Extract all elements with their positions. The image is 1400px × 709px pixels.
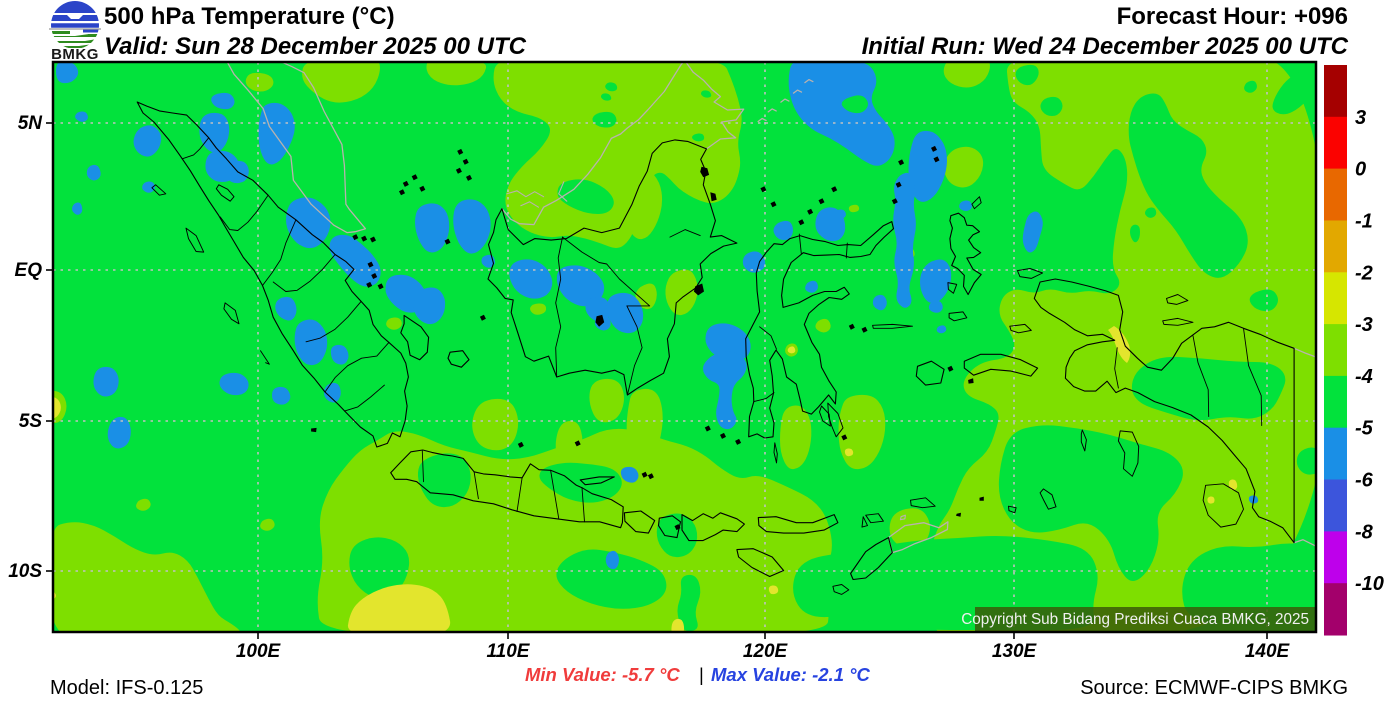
svg-text:-6: -6 — [1355, 470, 1374, 492]
svg-text:Initial Run: Wed 24 December 2: Initial Run: Wed 24 December 2025 00 UTC — [862, 33, 1349, 60]
svg-text:110E: 110E — [487, 641, 531, 662]
svg-text:Max Value: -2.1 °C: Max Value: -2.1 °C — [711, 664, 871, 685]
svg-text:-10: -10 — [1355, 573, 1384, 595]
svg-text:500 hPa Temperature (°C): 500 hPa Temperature (°C) — [104, 3, 395, 30]
svg-text:Forecast Hour: +096: Forecast Hour: +096 — [1117, 3, 1348, 30]
svg-text:130E: 130E — [992, 641, 1038, 662]
svg-text:100E: 100E — [236, 641, 282, 662]
svg-text:10S: 10S — [8, 561, 42, 582]
svg-text:Model: IFS-0.125: Model: IFS-0.125 — [50, 677, 203, 699]
svg-text:Copyright Sub Bidang Prediksi: Copyright Sub Bidang Prediksi Cuaca BMKG… — [961, 611, 1309, 628]
svg-text:0: 0 — [1355, 159, 1366, 181]
svg-text:-3: -3 — [1355, 314, 1373, 336]
svg-text:-1: -1 — [1355, 211, 1373, 233]
svg-text:|: | — [699, 664, 704, 685]
svg-text:EQ: EQ — [15, 260, 43, 281]
svg-text:Valid: Sun 28 December 2025 00: Valid: Sun 28 December 2025 00 UTC — [104, 33, 527, 60]
svg-text:BMKG: BMKG — [51, 46, 99, 63]
svg-text:120E: 120E — [743, 641, 789, 662]
svg-text:-5: -5 — [1355, 418, 1374, 440]
svg-text:5N: 5N — [18, 113, 44, 134]
svg-text:Min Value: -5.7 °C: Min Value: -5.7 °C — [525, 664, 680, 685]
svg-text:-4: -4 — [1355, 366, 1373, 388]
svg-text:3: 3 — [1355, 107, 1366, 129]
svg-text:Source: ECMWF-CIPS BMKG: Source: ECMWF-CIPS BMKG — [1080, 677, 1348, 699]
svg-text:5S: 5S — [19, 411, 43, 432]
svg-text:-2: -2 — [1355, 262, 1373, 284]
svg-text:140E: 140E — [1245, 641, 1291, 662]
svg-text:-8: -8 — [1355, 521, 1374, 543]
